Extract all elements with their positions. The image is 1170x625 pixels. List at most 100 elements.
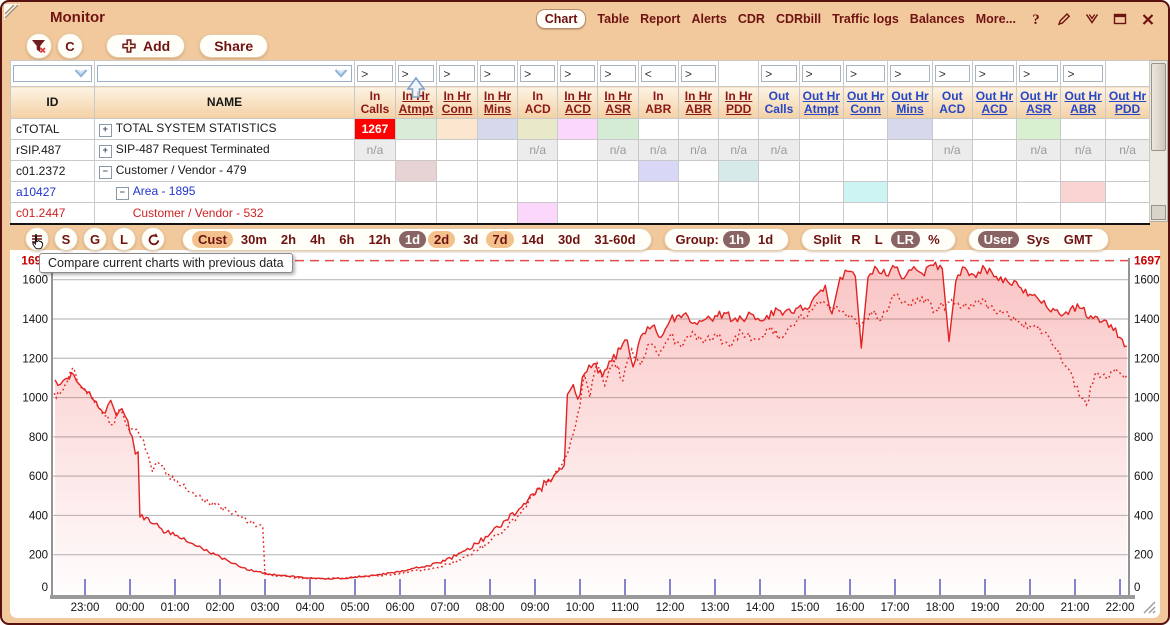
nav-item-traffic-logs[interactable]: Traffic logs <box>832 12 899 26</box>
split-option-lr[interactable]: LR <box>890 230 921 248</box>
help-icon[interactable]: ? <box>1027 11 1044 28</box>
nav-item-cdr[interactable]: CDR <box>737 12 765 26</box>
scale-button-g[interactable]: G <box>83 227 107 251</box>
collapse-icon[interactable] <box>1083 11 1100 28</box>
collapse-node-icon[interactable]: − <box>115 187 129 200</box>
scrollbar-button[interactable] <box>1151 205 1166 220</box>
period-option-31-60d[interactable]: 31-60d <box>594 231 636 247</box>
col-header-in-acd[interactable]: In ACD <box>517 86 559 119</box>
group-option-1h[interactable]: 1h <box>722 230 751 248</box>
filter-op-input[interactable]: > <box>890 65 930 82</box>
period-option-cust[interactable]: Cust <box>192 230 233 248</box>
row-id-cell[interactable]: rSIP.487 <box>10 139 95 161</box>
collapse-node-icon[interactable]: − <box>98 166 112 179</box>
col-header-in-abr[interactable]: In ABR <box>637 86 679 119</box>
period-option-2d[interactable]: 2d <box>428 230 456 248</box>
row-name-cell[interactable]: − Customer / Vendor - 479 <box>93 160 356 182</box>
window-icon[interactable] <box>1111 11 1128 28</box>
nav-item-balances[interactable]: Balances <box>909 12 965 26</box>
filter-op-input[interactable]: > <box>439 65 475 82</box>
expand-icon[interactable]: + <box>98 124 112 137</box>
filter-button[interactable] <box>26 33 52 59</box>
col-header-in-hr-mins[interactable]: In Hr Mins <box>476 86 519 119</box>
edit-icon[interactable] <box>1055 11 1072 28</box>
nav-item-more[interactable]: More... <box>975 12 1016 26</box>
period-option-6h[interactable]: 6h <box>339 231 355 247</box>
row-id-cell[interactable]: c01.2447 <box>10 202 95 225</box>
refresh-button[interactable] <box>141 227 165 251</box>
filter-op-input[interactable]: > <box>1063 65 1103 82</box>
expand-icon[interactable]: + <box>98 145 112 158</box>
nav-item-alerts[interactable]: Alerts <box>691 12 727 26</box>
timezone-option-user[interactable]: User <box>977 230 1019 248</box>
filter-op-input[interactable]: > <box>761 65 797 82</box>
filter-op-input[interactable]: > <box>600 65 636 82</box>
filter-op-input[interactable]: > <box>479 65 516 82</box>
row-name-cell[interactable]: Customer / Vendor - 532 <box>93 202 356 225</box>
nav-item-report[interactable]: Report <box>640 12 681 26</box>
value-cell-in-calls[interactable]: 1267 <box>354 118 396 140</box>
col-header-in-hr-acd[interactable]: In Hr ACD <box>557 86 599 119</box>
resize-grip-bottomright[interactable] <box>1140 598 1156 614</box>
filter-op-input[interactable]: > <box>560 65 596 82</box>
col-header-out-calls[interactable]: Out Calls <box>758 86 800 119</box>
filter-op-input[interactable]: > <box>846 65 886 82</box>
row-id-cell[interactable]: cTOTAL <box>10 118 95 140</box>
chart-canvas[interactable]: 23:00 00:00 01:00 02:00 03:00 04:00 05:00 06:00… <box>10 250 1164 622</box>
col-header-out-acd[interactable]: Out ACD <box>931 86 973 119</box>
row-name-cell[interactable]: + SIP-487 Request Terminated <box>93 139 356 161</box>
col-header-out-hr-acd[interactable]: Out Hr ACD <box>971 86 1018 119</box>
nav-item-chart[interactable]: Chart <box>535 9 587 29</box>
col-header-out-hr-atmpt[interactable]: Out Hr Atmpt <box>798 86 845 119</box>
period-option-30m[interactable]: 30m <box>240 231 267 247</box>
col-header-in-calls[interactable]: In Calls <box>354 86 396 119</box>
col-header-id[interactable]: ID <box>10 86 95 119</box>
resize-grip-topleft[interactable] <box>4 4 20 20</box>
col-header-out-hr-conn[interactable]: Out Hr Conn <box>843 86 889 119</box>
col-header-out-hr-pdd[interactable]: Out Hr PDD <box>1104 86 1151 119</box>
nav-item-table[interactable]: Table <box>597 12 630 26</box>
period-option-12h[interactable]: 12h <box>368 231 391 247</box>
filter-op-input[interactable]: > <box>680 65 717 82</box>
name-filter-dropdown[interactable] <box>96 65 353 82</box>
scale-button-s[interactable]: S <box>54 227 78 251</box>
period-option-7d[interactable]: 7d <box>486 230 514 248</box>
period-option-4h[interactable]: 4h <box>310 231 326 247</box>
timezone-option-gmt[interactable]: GMT <box>1063 231 1093 247</box>
period-option-3d[interactable]: 3d <box>463 231 479 247</box>
split-option-r[interactable]: R <box>851 231 861 247</box>
clear-button[interactable]: C <box>57 33 83 59</box>
split-option-[interactable]: % <box>928 231 940 247</box>
filter-op-input[interactable]: > <box>357 65 393 82</box>
share-button[interactable]: Share <box>199 34 269 58</box>
col-header-in-hr-conn[interactable]: In Hr Conn <box>436 86 478 119</box>
col-header-name[interactable]: NAME <box>93 86 356 119</box>
period-option-1d[interactable]: 1d <box>398 230 427 248</box>
filter-op-input[interactable]: < <box>640 65 676 82</box>
col-header-out-hr-abr[interactable]: Out Hr ABR <box>1060 86 1106 119</box>
row-name-cell[interactable]: − Area - 1895 <box>93 181 356 203</box>
chart-plot-area[interactable] <box>52 255 1129 595</box>
id-filter-dropdown[interactable] <box>13 65 92 82</box>
table-scrollbar[interactable] <box>1150 60 1168 222</box>
col-header-out-hr-mins[interactable]: Out Hr Mins <box>887 86 933 119</box>
filter-op-input[interactable]: > <box>934 65 970 82</box>
add-button[interactable]: Add <box>106 34 186 58</box>
col-header-in-hr-pdd[interactable]: In Hr PDD <box>718 86 760 119</box>
scale-button-l[interactable]: L <box>112 227 136 251</box>
row-name-cell[interactable]: + TOTAL SYSTEM STATISTICS <box>93 118 356 140</box>
col-header-in-hr-asr[interactable]: In Hr ASR <box>597 86 639 119</box>
nav-item-cdrbill[interactable]: CDRbill <box>775 12 822 26</box>
row-id-cell[interactable]: c01.2372 <box>10 160 95 182</box>
col-header-in-hr-abr[interactable]: In Hr ABR <box>677 86 720 119</box>
period-option-2h[interactable]: 2h <box>280 231 297 247</box>
close-icon[interactable] <box>1139 11 1156 28</box>
filter-op-input[interactable]: > <box>974 65 1015 82</box>
filter-op-input[interactable]: > <box>801 65 842 82</box>
timezone-option-sys[interactable]: Sys <box>1026 231 1050 247</box>
period-option-14d[interactable]: 14d <box>521 231 544 247</box>
group-option-1d[interactable]: 1d <box>758 231 774 247</box>
period-option-30d[interactable]: 30d <box>557 231 581 247</box>
split-option-l[interactable]: L <box>874 231 883 247</box>
row-id-cell[interactable]: a10427 <box>10 181 95 203</box>
